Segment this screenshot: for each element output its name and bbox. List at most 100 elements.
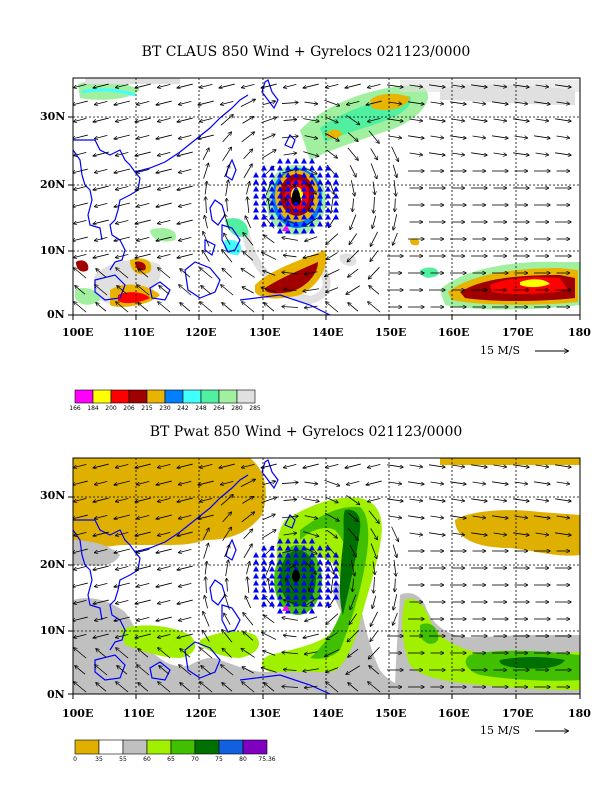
wind-vector [222,147,232,161]
p2-colorbar-swatch [170,739,196,755]
wind-vector [135,497,151,502]
p2-colorbar-label: 65 [167,756,175,763]
wind-vector [73,548,88,553]
wind-vector [268,199,271,212]
wind-vector [388,482,402,484]
wind-vector [555,84,571,87]
gyre-triangle-icon [293,566,299,572]
gyre-triangle-icon [285,552,291,558]
wind-vector [347,630,359,641]
gyre-triangle-icon [285,172,291,178]
wind-vector [349,545,356,557]
wind-vector [247,577,249,593]
p1-lon-140: 140E [312,326,344,339]
gyre-triangle-icon [309,545,315,551]
wind-vector [93,633,109,638]
wind-vector [116,682,129,693]
wind-vector [264,235,275,244]
wind-vector [116,220,129,223]
wind-vector [535,119,549,121]
p2-lon-110: 110E [123,707,155,720]
wind-vector [93,83,109,88]
wind-vector [346,495,359,504]
wind-vector [177,497,193,502]
wind-vector [369,666,380,675]
wind-vector [95,617,108,620]
p2-lon-180: 180 [568,707,591,720]
wind-vector [493,499,507,501]
wind-vector [326,149,337,158]
wind-vector [408,515,424,518]
wind-vector [179,515,192,518]
gyre-triangle-icon [293,179,299,185]
wind-vector [284,635,297,637]
wind-vector [156,134,172,139]
gyre-triangle-icon [301,200,307,206]
wind-vector [117,286,128,295]
gyre-triangle-icon [285,221,291,227]
wind-vector [137,583,150,586]
wind-vector [179,285,192,296]
wind-vector [227,199,228,212]
p1-colorbar-label: 166 [69,405,81,412]
wind-vector [394,560,396,576]
p1-coastlines [73,79,331,315]
wind-vector [177,151,193,156]
gyre-triangle-icon [269,601,275,607]
gyre-triangle-icon [333,566,339,572]
gyre-triangle-icon [285,538,291,544]
wind-vector [200,682,213,693]
wind-vector [156,616,172,621]
wind-vector [368,266,380,279]
wind-vector [243,529,253,540]
p2-colorbar-label: 0 [73,756,77,763]
wind-vector [95,285,108,296]
p2-colorbar-swatch [242,739,268,755]
wind-vector [242,497,253,504]
gyre-triangle-icon [309,193,315,199]
wind-vector [243,252,254,261]
wind-vector [430,516,444,518]
wind-vector [326,252,338,260]
wind-vector [240,99,255,107]
wind-vector [114,514,130,519]
wind-vector [368,118,381,121]
p1-colorbar-swatch [164,389,184,404]
p1-ref-vector-label: 15 M/S [480,344,520,357]
gyre-triangle-icon [301,158,307,164]
wind-vector [471,498,487,501]
wind-vector [303,531,318,537]
p1-colorbar-label: 248 [195,405,207,412]
wind-vector [283,119,297,120]
wind-vector [200,464,213,467]
wind-vector [74,220,87,223]
wind-vector [429,464,445,467]
wind-vector [368,84,381,87]
wind-vector [74,600,87,603]
gyre-triangle-icon [269,179,275,185]
wind-vector [179,481,192,484]
wind-vector [93,151,109,156]
wind-vector [135,633,151,638]
wind-vector [137,237,150,240]
wind-vector [472,482,486,484]
wind-vector [198,100,214,105]
wind-vector [304,167,317,174]
wind-vector [261,150,276,159]
wind-vector [326,464,339,467]
wind-vector [346,665,361,674]
wind-vector [74,682,87,693]
wind-vector [200,648,213,659]
wind-vector [204,596,208,609]
wind-vector [180,269,191,278]
p1-lon-120: 120E [185,326,217,339]
wind-vector [220,115,233,126]
p2-lon-120: 120E [185,707,217,720]
gyre-triangle-icon [333,214,339,220]
p2-colorbar-label: 55 [119,756,127,763]
wind-vector [429,84,445,87]
wind-vector [303,151,318,157]
wind-vector [158,254,171,257]
p2-wind-vectors [73,463,571,693]
wind-vector [242,287,254,294]
